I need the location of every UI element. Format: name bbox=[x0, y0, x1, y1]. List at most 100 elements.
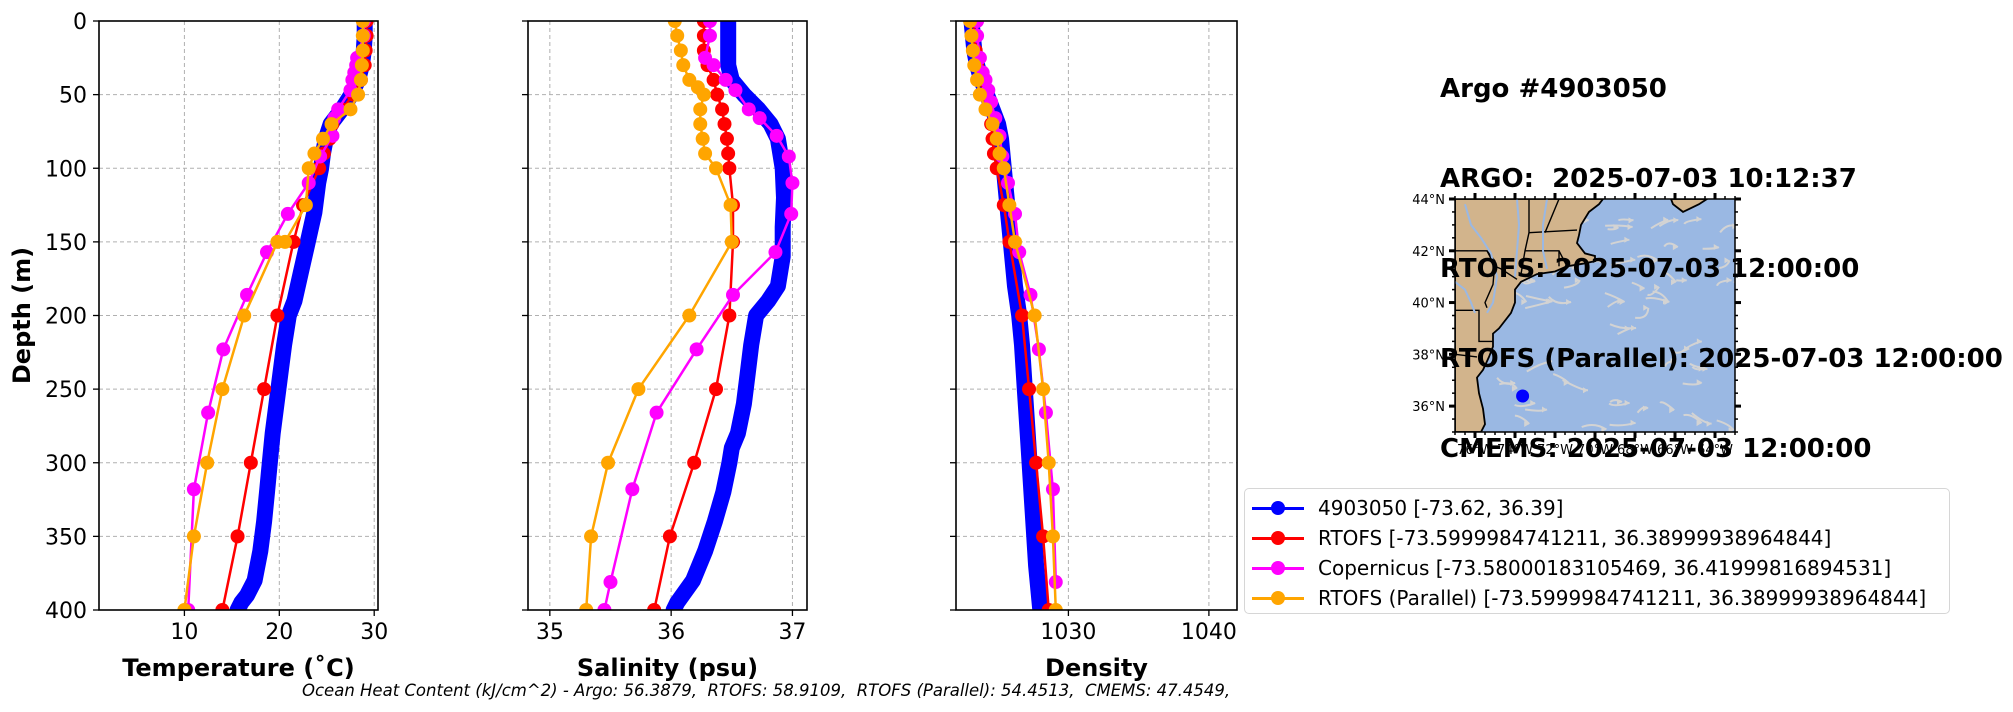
streamline-arrow bbox=[1696, 379, 1702, 386]
streamline-arrow bbox=[1673, 217, 1679, 224]
ocean-heat-content-note: Ocean Heat Content (kJ/cm^2) - Argo: 56.… bbox=[302, 681, 1231, 700]
streamline-arrow bbox=[1563, 379, 1569, 386]
data-point-copernicus bbox=[603, 575, 618, 590]
streamline-arrow bbox=[1698, 365, 1704, 372]
legend-marker-copernicus bbox=[1252, 558, 1304, 578]
cmems-time: CMEMS: 2025-07-03 12:00:00 bbox=[1440, 434, 1872, 464]
data-point-rtofs-parallel- bbox=[301, 161, 316, 176]
data-point-copernicus bbox=[726, 287, 741, 302]
data-point-copernicus bbox=[741, 102, 756, 117]
data-point-rtofs-parallel- bbox=[698, 146, 713, 161]
streamline bbox=[1637, 254, 1659, 262]
streamline-arrow bbox=[1627, 224, 1633, 231]
data-point-copernicus bbox=[702, 28, 717, 43]
river bbox=[1542, 199, 1548, 270]
location-map: 76°W 74°W 72°W 70°W 68°W 66°W 64°W 36°N 38°N 40°N… bbox=[1412, 193, 1741, 458]
streamline-arrow bbox=[1541, 406, 1547, 413]
data-point-rtofs bbox=[710, 87, 725, 102]
data-point-rtofs-parallel- bbox=[964, 28, 979, 43]
data-point-rtofs-parallel- bbox=[693, 102, 708, 117]
data-point-rtofs-parallel- bbox=[1036, 382, 1051, 397]
x-tick-label: 36 bbox=[657, 620, 685, 645]
legend-label: Copernicus [-73.58000183105469, 36.41999… bbox=[1318, 556, 1892, 580]
streamline-arrow bbox=[1681, 277, 1687, 284]
data-point-copernicus bbox=[718, 72, 733, 87]
data-point-rtofs-parallel- bbox=[970, 72, 985, 87]
series-group bbox=[963, 21, 1063, 610]
y-tick-label: 200 bbox=[45, 305, 87, 330]
x-tick-label: 37 bbox=[778, 620, 806, 645]
streamline-arrow bbox=[1663, 216, 1669, 223]
data-point-rtofs bbox=[709, 382, 724, 397]
data-point-copernicus bbox=[785, 175, 800, 190]
data-point-rtofs-parallel- bbox=[972, 87, 987, 102]
streamline bbox=[1647, 286, 1660, 297]
argo-time: ARGO: 2025-07-03 10:12:37 bbox=[1440, 164, 1857, 194]
streamline-arrow bbox=[1639, 285, 1645, 292]
series-group bbox=[579, 21, 800, 610]
streamline-arrow bbox=[1583, 387, 1589, 394]
lat-tick-label: 40°N bbox=[1412, 297, 1445, 312]
data-point-rtofs bbox=[719, 131, 734, 146]
streamline-arrow bbox=[1654, 283, 1660, 290]
temperature-profile-axes: 10 20 30050100150200250300350400Temperatur… bbox=[8, 10, 388, 682]
data-point-rtofs-parallel- bbox=[673, 43, 688, 58]
streamline-arrow bbox=[1617, 398, 1623, 405]
data-point-rtofs-parallel- bbox=[343, 102, 358, 117]
x-axis-label: Density bbox=[1045, 654, 1148, 682]
data-point-rtofs bbox=[721, 146, 736, 161]
salinity-profile-axes: 35 36 37 Salinity (psu) bbox=[522, 20, 808, 682]
data-point-rtofs-parallel- bbox=[355, 21, 370, 28]
streamline-arrow bbox=[1726, 277, 1732, 284]
legend-marker-rtofs-parallel bbox=[1252, 588, 1304, 608]
data-point-copernicus bbox=[784, 206, 799, 221]
data-point-rtofs bbox=[1029, 455, 1044, 470]
data-point-rtofs-parallel- bbox=[724, 234, 739, 249]
lon-tick-label: 72°W bbox=[1537, 443, 1573, 458]
data-point-rtofs-parallel- bbox=[601, 455, 616, 470]
streamline-arrow bbox=[1702, 365, 1708, 372]
data-point-copernicus bbox=[706, 58, 721, 73]
data-point-rtofs-parallel- bbox=[967, 58, 982, 73]
streamline-arrow bbox=[1524, 421, 1530, 428]
streamline bbox=[1634, 307, 1650, 319]
data-point-rtofs-parallel- bbox=[186, 529, 201, 544]
data-point-rtofs-parallel- bbox=[676, 58, 691, 73]
streamline-arrow bbox=[1545, 298, 1551, 305]
float-location-marker bbox=[1516, 389, 1530, 403]
state-border bbox=[1520, 199, 1530, 275]
streamline-arrow bbox=[1696, 420, 1702, 427]
streamline-arrow bbox=[1530, 277, 1536, 284]
streamline-arrow bbox=[1696, 216, 1702, 223]
data-point-rtofs-parallel- bbox=[723, 198, 738, 213]
data-point-rtofs-parallel- bbox=[996, 161, 1011, 176]
streamline-arrow bbox=[1574, 277, 1580, 284]
data-point-copernicus bbox=[201, 405, 216, 420]
data-point-rtofs bbox=[722, 161, 737, 176]
lon-tick-label: 76°W bbox=[1457, 443, 1493, 458]
streamline-arrow bbox=[1662, 298, 1668, 305]
streamline bbox=[1659, 401, 1675, 411]
streamline bbox=[1498, 382, 1518, 390]
lat-tick-label: 44°N bbox=[1412, 193, 1445, 208]
streamline-arrow bbox=[1530, 400, 1536, 407]
data-point-rtofs-parallel- bbox=[1041, 455, 1056, 470]
streamline-arrow bbox=[1630, 419, 1636, 426]
data-point-copernicus bbox=[702, 21, 717, 28]
x-tick-label: 1040 bbox=[1181, 620, 1237, 645]
data-point-rtofs bbox=[715, 102, 730, 117]
x-tick-label: 1030 bbox=[1040, 620, 1096, 645]
y-tick-label: 300 bbox=[45, 452, 87, 477]
streamline-arrow bbox=[1521, 299, 1527, 306]
data-point-rtofs-parallel- bbox=[1048, 603, 1063, 610]
streamline-arrow bbox=[1670, 358, 1676, 365]
density-profile-axes: 1030 1040 Density bbox=[950, 20, 1238, 682]
data-point-copernicus bbox=[728, 83, 743, 98]
legend-label: RTOFS (Parallel) [-73.5999984741211, 36.… bbox=[1318, 586, 1927, 610]
data-point-rtofs bbox=[1015, 308, 1030, 323]
streamline-arrow bbox=[1630, 256, 1636, 263]
state-border bbox=[1528, 229, 1578, 234]
y-tick-label: 150 bbox=[45, 231, 87, 256]
data-point-rtofs-parallel- bbox=[307, 146, 322, 161]
float-info-block: Argo #4903050 ARGO: 2025-07-03 10:12:37 … bbox=[1440, 14, 2003, 494]
